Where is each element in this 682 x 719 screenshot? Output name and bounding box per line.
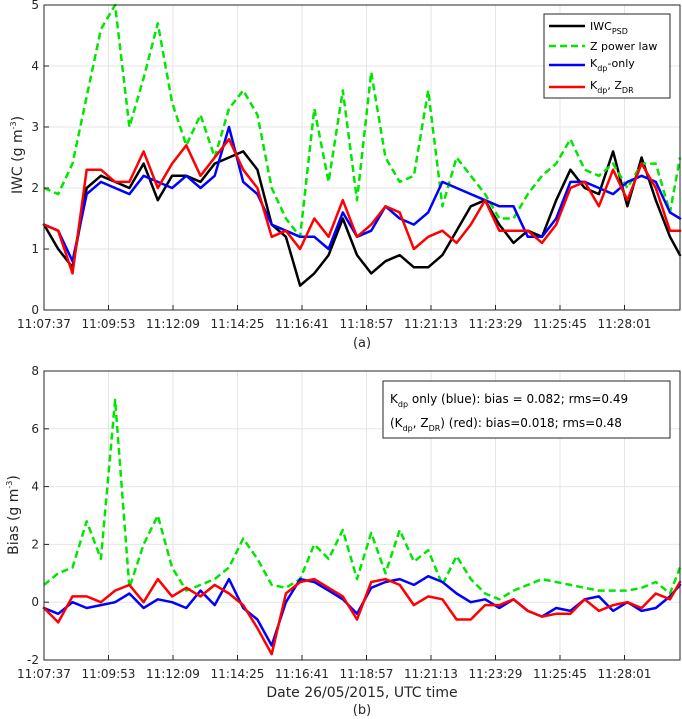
panel-a-y-axis-title: IWC (g m-3) <box>9 116 26 194</box>
legend-label-z-power-law: Z power law <box>590 40 657 53</box>
y-tick-label: 4 <box>31 480 39 494</box>
panel-a-x-ticks: 11:07:37 11:09:53 11:12:09 11:14:25 11:16:41… <box>17 305 651 331</box>
panel-b-caption: (b) <box>353 703 371 718</box>
panel-b: -2 0 2 4 6 8 11:07:37 11:09:53 11:12:09 11:14:25… <box>5 364 682 718</box>
y-tick-label: 3 <box>31 120 39 134</box>
x-tick-label: 11:18:57 <box>340 317 394 331</box>
legend: IWCPSD Z power law Kdp-only Kdp, ZDR <box>543 13 671 99</box>
series-line-kdp-only <box>42 125 682 263</box>
x-tick-label: 11:07:37 <box>17 317 71 331</box>
x-tick-label: 11:23:29 <box>469 667 523 681</box>
series-line-iwc-psd <box>42 150 682 287</box>
statistics-box: Kdp only (blue): bias = 0.082; rms=0.49 … <box>382 380 671 439</box>
y-tick-label: 1 <box>31 242 39 256</box>
series-line-z-power-law <box>43 398 682 601</box>
series-line-kdp-zdr <box>42 577 682 656</box>
panel-a-caption: (a) <box>353 336 371 351</box>
x-tick-label: 11:25:45 <box>533 667 587 681</box>
panel-b-x-ticks: 11:07:37 11:09:53 11:12:09 11:14:25 11:16:41… <box>17 655 651 681</box>
series-line-kdp-zdr <box>42 137 682 275</box>
statistics-kdp-only: Kdp only (blue): bias = 0.082; rms=0.49 <box>390 392 628 409</box>
statistics-box-frame <box>382 380 671 439</box>
panel-b-frame <box>43 370 681 661</box>
x-tick-label: 11:16:41 <box>275 667 329 681</box>
y-tick-label: 8 <box>31 364 39 378</box>
y-tick-label: 2 <box>31 537 39 551</box>
x-tick-label: 11:21:13 <box>404 667 458 681</box>
x-tick-label: 11:12:09 <box>146 317 200 331</box>
legend-label-kdp-only: Kdp-only <box>590 57 635 73</box>
y-tick-label: 2 <box>31 181 39 195</box>
x-tick-label: 11:28:01 <box>598 317 652 331</box>
statistics-kdp-zdr: (Kdp, ZDR) (red): bias=0.018; rms=0.48 <box>390 416 622 433</box>
x-tick-label: 11:14:25 <box>211 317 265 331</box>
y-tick-label: 0 <box>31 303 39 317</box>
x-tick-label: 11:16:41 <box>275 317 329 331</box>
panel-b-series <box>42 398 682 656</box>
panel-a-series <box>42 3 682 287</box>
x-tick-label: 11:25:45 <box>533 317 587 331</box>
panel-b-y-ticks: -2 0 2 4 6 8 <box>27 364 49 667</box>
y-tick-label: 6 <box>31 422 39 436</box>
x-tick-label: 11:12:09 <box>146 667 200 681</box>
x-tick-label: 11:07:37 <box>17 667 71 681</box>
y-tick-label: 0 <box>31 595 39 609</box>
x-axis-title: Date 26/05/2015, UTC time <box>266 685 457 701</box>
x-tick-label: 11:23:29 <box>469 317 523 331</box>
y-tick-label: -2 <box>27 653 39 667</box>
x-tick-label: 11:21:13 <box>404 317 458 331</box>
x-tick-label: 11:28:01 <box>598 667 652 681</box>
panel-a-y-ticks: 0 1 2 3 4 5 <box>31 0 49 317</box>
legend-label-iwc-psd: IWCPSD <box>590 20 628 36</box>
x-tick-label: 11:14:25 <box>211 667 265 681</box>
panel-a-frame <box>43 4 681 311</box>
x-tick-label: 11:18:57 <box>340 667 394 681</box>
legend-box <box>543 13 671 99</box>
y-tick-label: 4 <box>31 59 39 73</box>
legend-label-kdp-zdr: Kdp, ZDR <box>590 79 634 95</box>
y-tick-label: 5 <box>31 0 39 12</box>
x-tick-label: 11:09:53 <box>82 667 136 681</box>
x-tick-label: 11:09:53 <box>82 317 136 331</box>
series-line-z-power-law <box>43 3 682 239</box>
panel-b-y-axis-title: Bias (g m-3) <box>5 475 22 555</box>
